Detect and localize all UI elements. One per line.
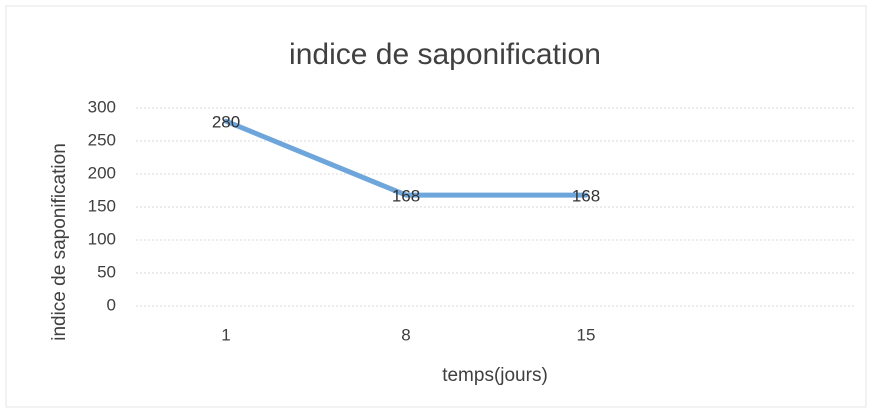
data-label: 168 bbox=[392, 187, 420, 206]
x-tick-label: 8 bbox=[401, 325, 410, 344]
y-tick-label: 300 bbox=[88, 97, 116, 116]
y-axis-label: indice de saponification bbox=[49, 143, 70, 341]
y-tick-label: 200 bbox=[88, 163, 116, 182]
chart-title: indice de saponification bbox=[289, 38, 601, 71]
y-tick-label: 0 bbox=[107, 295, 116, 314]
y-tick-label: 50 bbox=[97, 262, 116, 281]
data-label: 280 bbox=[212, 113, 240, 132]
y-tick-label: 150 bbox=[88, 196, 116, 215]
data-label: 168 bbox=[572, 187, 600, 206]
x-tick-label: 15 bbox=[577, 325, 596, 344]
y-tick-label: 250 bbox=[88, 130, 116, 149]
data-line bbox=[223, 118, 589, 198]
y-tick-label: 100 bbox=[88, 229, 116, 248]
x-axis-label: temps(jours) bbox=[442, 365, 548, 386]
x-tick-label: 1 bbox=[221, 325, 230, 344]
